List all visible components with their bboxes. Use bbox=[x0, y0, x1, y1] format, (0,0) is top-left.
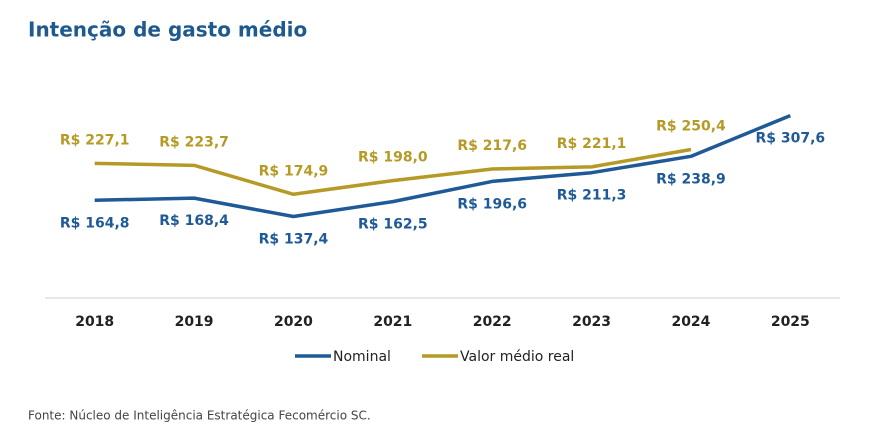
x-tick-label: 2022 bbox=[473, 314, 512, 330]
x-tick-label: 2024 bbox=[671, 314, 710, 330]
data-label: R$ 238,9 bbox=[656, 171, 726, 187]
data-label: R$ 174,9 bbox=[259, 163, 329, 179]
data-label: R$ 164,8 bbox=[60, 215, 130, 231]
data-label: R$ 221,1 bbox=[557, 136, 627, 152]
data-label: R$ 137,4 bbox=[259, 232, 329, 248]
data-label: R$ 227,1 bbox=[60, 132, 130, 148]
source: Fonte: Núcleo de Inteligência Estratégic… bbox=[28, 409, 371, 423]
x-tick-label: 2018 bbox=[75, 314, 114, 330]
x-tick-label: 2023 bbox=[572, 314, 611, 330]
data-label: R$ 307,6 bbox=[755, 131, 825, 147]
data-label: R$ 196,6 bbox=[457, 196, 527, 212]
data-label: R$ 250,4 bbox=[656, 119, 726, 135]
data-label: R$ 217,6 bbox=[457, 138, 527, 154]
x-tick-label: 2019 bbox=[175, 314, 214, 330]
x-tick-label: 2021 bbox=[373, 314, 412, 330]
x-tick-label: 2025 bbox=[771, 314, 810, 330]
legend-label: Nominal bbox=[333, 349, 391, 365]
data-label: R$ 223,7 bbox=[159, 134, 229, 150]
data-label: R$ 198,0 bbox=[358, 150, 428, 166]
data-label: R$ 162,5 bbox=[358, 217, 428, 233]
chart-title: Intenção de gasto médio bbox=[28, 18, 307, 42]
series-line bbox=[94, 147, 692, 197]
data-label: R$ 168,4 bbox=[159, 213, 229, 229]
legend-label: Valor médio real bbox=[460, 349, 574, 365]
series-line bbox=[94, 113, 791, 219]
data-label: R$ 211,3 bbox=[557, 188, 627, 204]
x-tick-label: 2020 bbox=[274, 314, 313, 330]
